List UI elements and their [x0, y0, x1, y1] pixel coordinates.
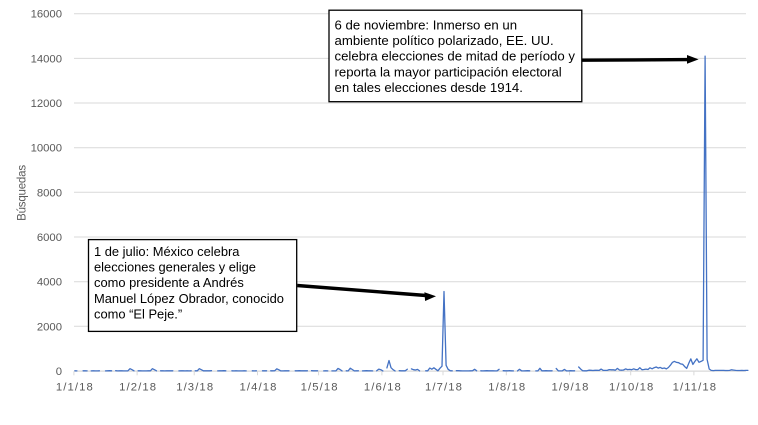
- svg-text:1/10/18: 1/10/18: [609, 382, 654, 394]
- svg-text:en tales elecciones desde 1914: en tales elecciones desde 1914.: [335, 80, 523, 95]
- svg-text:celebra elecciones de mitad de: celebra elecciones de mitad de período y: [335, 49, 576, 64]
- svg-text:1/5/18: 1/5/18: [301, 382, 339, 394]
- svg-text:1/6/18: 1/6/18: [364, 382, 402, 394]
- svg-text:1/3/18: 1/3/18: [176, 382, 214, 394]
- svg-text:como presidente a Andrés: como presidente a Andrés: [94, 275, 244, 290]
- svg-text:1/9/18: 1/9/18: [551, 382, 589, 394]
- svg-text:8000: 8000: [37, 187, 62, 199]
- svg-text:2000: 2000: [37, 321, 62, 333]
- svg-text:Búsquedas: Búsquedas: [17, 165, 29, 221]
- svg-text:4000: 4000: [37, 277, 62, 289]
- svg-text:Manuel López Obrador, conocido: Manuel López Obrador, conocido: [94, 291, 284, 306]
- svg-text:1/4/18: 1/4/18: [239, 382, 277, 394]
- svg-text:elecciones generales y elige: elecciones generales y elige: [94, 260, 256, 275]
- svg-text:1/7/18: 1/7/18: [425, 382, 463, 394]
- svg-text:14000: 14000: [31, 53, 62, 65]
- svg-text:como “El Peje.”: como “El Peje.”: [94, 306, 182, 321]
- svg-text:1 de julio: México celebra: 1 de julio: México celebra: [94, 244, 240, 259]
- svg-text:reporta la mayor participación: reporta la mayor participación electoral: [335, 64, 562, 79]
- svg-text:1/2/18: 1/2/18: [119, 382, 157, 394]
- svg-text:1/8/18: 1/8/18: [488, 382, 526, 394]
- svg-text:1/1/18: 1/1/18: [56, 382, 94, 394]
- svg-text:ambiente político polarizado,: ambiente político polarizado, EE. UU.: [335, 33, 554, 48]
- svg-text:6000: 6000: [37, 232, 62, 244]
- svg-text:6 de noviembre: Inmerso en un: 6 de noviembre: Inmerso en un: [335, 18, 518, 33]
- svg-text:16000: 16000: [31, 9, 62, 21]
- svg-text:12000: 12000: [31, 98, 62, 110]
- svg-text:1/11/18: 1/11/18: [673, 382, 718, 394]
- svg-text:10000: 10000: [31, 143, 62, 155]
- svg-text:0: 0: [56, 366, 62, 378]
